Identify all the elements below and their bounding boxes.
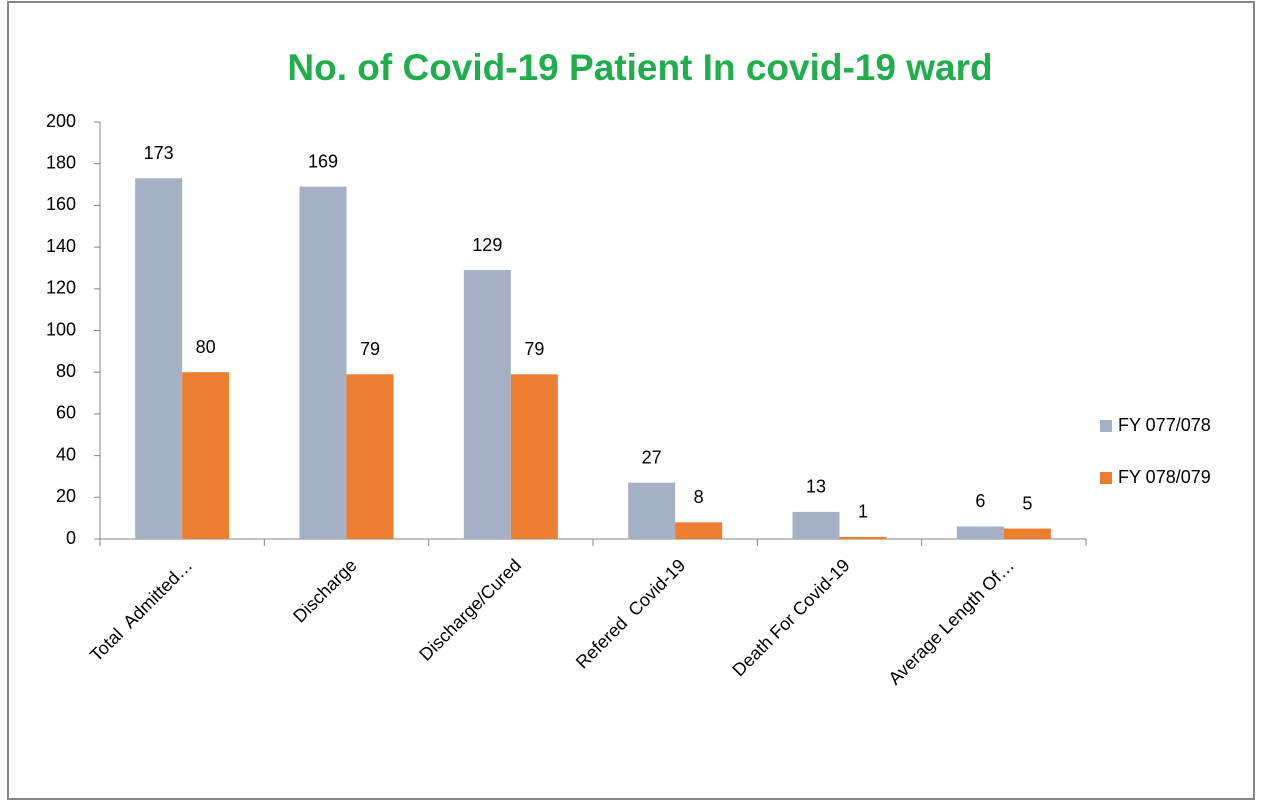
y-tick-label: 160 [46, 194, 76, 214]
bar [675, 522, 723, 539]
value-label: 79 [360, 339, 380, 359]
value-label: 80 [196, 337, 216, 357]
bar [628, 482, 676, 539]
bar [299, 186, 347, 539]
value-label: 129 [472, 235, 502, 255]
value-label: 169 [308, 151, 338, 171]
value-label: 27 [642, 447, 662, 467]
value-label: 173 [144, 143, 174, 163]
bar [1003, 528, 1051, 539]
chart-title: No. of Covid-19 Patient In covid-19 ward [287, 47, 992, 88]
bar [839, 536, 887, 539]
legend-swatch [1100, 420, 1112, 432]
y-tick-label: 120 [46, 278, 76, 298]
y-tick-label: 20 [56, 486, 76, 506]
value-label: 5 [1022, 493, 1032, 513]
bar [510, 374, 558, 539]
value-label: 6 [975, 491, 985, 511]
y-tick-label: 180 [46, 152, 76, 172]
value-label: 13 [806, 477, 826, 497]
legend-swatch [1100, 472, 1112, 484]
value-label: 8 [694, 487, 704, 507]
y-tick-label: 0 [66, 528, 76, 548]
bar [346, 374, 394, 539]
y-tick-label: 40 [56, 444, 76, 464]
bar [135, 178, 183, 540]
y-tick-label: 80 [56, 361, 76, 381]
legend-label: FY 078/079 [1118, 467, 1211, 487]
y-tick-label: 140 [46, 236, 76, 256]
y-tick-label: 100 [46, 319, 76, 339]
bar [182, 372, 230, 539]
bar [956, 526, 1004, 539]
value-label: 79 [524, 339, 544, 359]
value-label: 1 [858, 502, 868, 522]
bar [792, 511, 840, 539]
legend-label: FY 077/078 [1118, 415, 1211, 435]
y-tick-label: 200 [46, 111, 76, 131]
y-tick-label: 60 [56, 403, 76, 423]
bar [463, 270, 511, 539]
